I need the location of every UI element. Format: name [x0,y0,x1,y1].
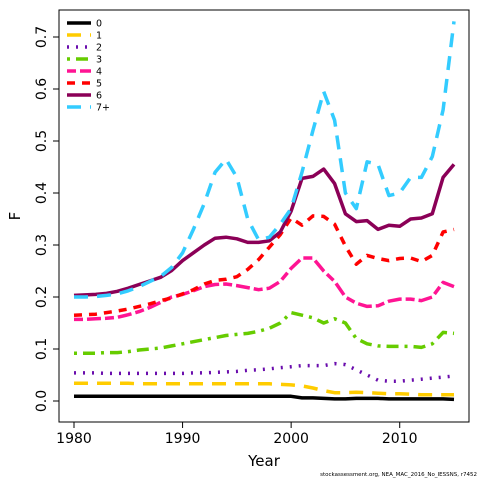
x-tick-label: 2010 [382,431,418,447]
x-axis: 1980 1990 2000 2010 [56,422,418,447]
y-tick-label: 0.1 [34,338,50,360]
y-tick-label: 0.7 [34,26,50,48]
y-tick-label: 0.6 [34,78,50,100]
legend-label: 1 [96,31,102,42]
legend-label: 6 [96,91,102,102]
y-tick-label: 0.3 [34,234,50,256]
legend-label: 7+ [96,103,110,114]
y-tick-label: 0.4 [34,182,50,204]
plot-box [58,9,470,423]
series-lines [73,21,456,402]
x-axis-label: Year [247,452,281,470]
legend-label: 4 [96,67,102,78]
legend-label: 2 [96,43,102,54]
series-line-4 [74,256,455,322]
y-tick-label: 0.0 [34,390,50,412]
y-tick-label: 0.2 [34,286,50,308]
series-line-3 [74,310,455,355]
x-tick-label: 1990 [165,431,201,447]
series-line-0 [74,394,455,402]
y-axis: 0.0 0.1 0.2 0.3 0.4 0.5 0.6 0.7 [34,26,59,412]
y-tick-label: 0.5 [34,130,50,152]
credit-text: stockassessment.org, NEA_MAC_2016_No_IES… [320,472,477,478]
legend-label: 0 [96,19,102,30]
legend-label: 3 [96,55,102,66]
legend-label: 5 [96,79,102,90]
series-line-1 [74,381,454,397]
series-line-5 [73,214,455,317]
series-line-6 [73,163,456,298]
series-line-2 [74,361,455,383]
x-tick-label: 2000 [273,431,309,447]
x-tick-label: 1980 [56,431,92,447]
y-axis-label: F [6,212,24,221]
series-line-7plus [74,21,456,299]
